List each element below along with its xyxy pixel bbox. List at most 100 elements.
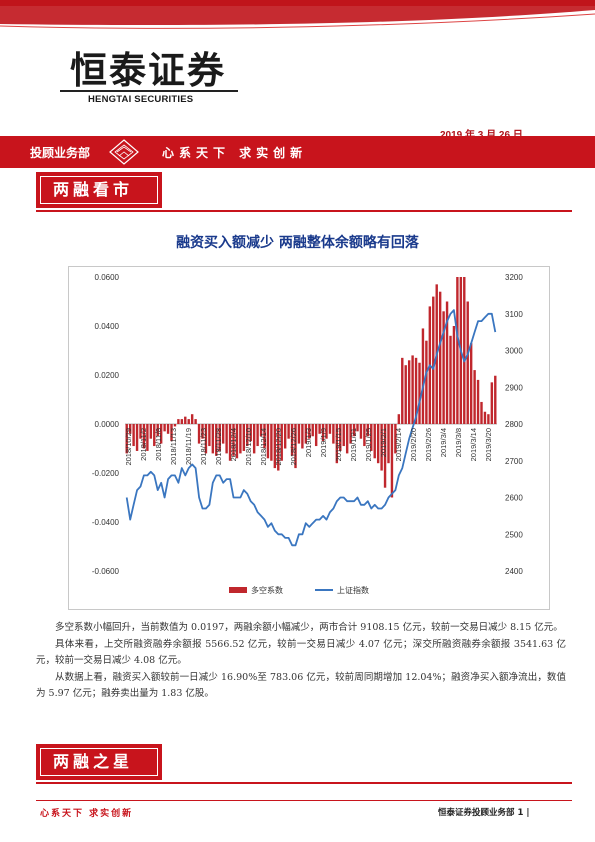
bar [225,424,228,454]
bar [328,424,332,434]
bar [280,424,283,461]
bar [184,416,187,424]
right-axis-tick: 2500 [505,530,523,539]
bar [246,424,249,447]
chart-svg: 2018/10/29 2018/11/2 2018/11/8 2018/11/13 20… [92,273,523,595]
bar [149,424,153,439]
bar [332,424,335,444]
bar [394,424,397,454]
x-axis-tick: 2019/3/20 [484,428,493,461]
footer-motto: 心系天下 求实创新 [40,809,134,819]
bar [211,424,215,454]
bar [463,277,466,424]
series-line [125,309,497,547]
bar [208,424,211,447]
right-axis-tick: 2900 [505,383,523,392]
bar [442,311,445,424]
headline: 融资买入额减少 两融整体余额略有回落 [176,235,419,251]
bar [383,424,387,488]
x-axis-tick: 2019/3/14 [469,428,478,461]
bar [352,424,356,437]
bar [283,424,287,449]
bar [407,360,411,424]
bar [125,424,128,454]
bar [359,424,363,439]
bar [397,414,401,424]
x-axis-tick: 2019/1/9 [319,428,328,457]
bar [401,357,404,424]
line-series-sse-index [125,309,497,547]
bar [494,375,497,424]
bar [235,424,239,459]
bar [414,357,418,424]
footer-divider [36,800,572,801]
section-title: 两融之星 [40,748,158,776]
bar [345,424,349,454]
bar [418,362,421,424]
bar [180,419,184,424]
bar [445,301,449,424]
bar [483,411,487,424]
bar [270,424,273,461]
bar [404,365,407,424]
bar [452,326,456,424]
bar [480,401,483,424]
x-axis-tick: 2018/12/20 [274,428,283,466]
x-axis-tick: 2019/2/14 [394,428,403,461]
bar [335,424,339,464]
left-axis-tick-labels: 0.0600 0.0400 0.0200 0.0000 -0.0200 -0.0400 -0… [92,273,120,576]
bar [277,424,280,471]
bar [301,424,304,449]
bar [373,424,376,459]
legend-label: 上证指数 [337,585,369,595]
bar [204,424,208,454]
legend-swatch-bar [229,587,247,593]
right-axis-tick: 2600 [505,494,523,503]
left-axis-tick: 0.0400 [95,322,120,331]
right-axis-tick: 2800 [505,420,523,429]
legend-label: 多空系数 [251,585,283,595]
bar [163,424,166,432]
bar [456,277,459,424]
bar [342,424,345,447]
bar [449,335,452,424]
bar [173,424,177,427]
bar [201,424,204,439]
right-axis-tick: 3200 [505,273,523,282]
bar [177,419,180,424]
x-axis-tick: 2018/11/23 [199,428,208,465]
bar [294,424,297,469]
left-axis-tick: -0.0400 [92,518,120,527]
x-axis-tick: 2018/11/28 [214,428,223,465]
bar [308,424,311,439]
bar [146,424,149,451]
x-axis-tick: 2018/12/26 [289,428,298,466]
bar [370,424,373,451]
section-divider [36,782,572,784]
left-axis-tick: -0.0600 [92,567,120,576]
bar [314,424,318,447]
bar [421,328,425,424]
bar [266,424,270,459]
left-axis-tick: -0.0200 [92,469,120,478]
section-tab-margin-stars: 两融之星 [36,744,162,780]
right-axis-tick: 2400 [505,567,523,576]
bar [466,301,469,424]
x-axis-tick: 2019/1/21 [349,428,358,461]
department-label: 投顾业务部 [30,146,91,160]
bar [242,424,246,451]
paragraph: 具体来看，上交所融资融券余额报 5566.52 亿元，较前一交易日减少 4.07… [36,639,566,666]
bar [325,424,328,439]
bar [425,340,428,424]
bar [239,424,242,454]
header-band: 投顾业务部 心系天下 求实创新 [0,136,595,168]
x-axis-tick-labels: 2018/10/29 2018/11/2 2018/11/8 2018/11/13 20… [124,428,493,466]
bar [469,343,473,424]
logo-divider [60,90,238,92]
x-axis-tick: 2018/12/14 [259,428,268,466]
bar [159,424,163,444]
bar [376,424,380,464]
x-axis-tick: 2018/10/29 [124,428,133,466]
left-axis-tick: 0.0200 [95,371,120,380]
bar [263,424,266,449]
